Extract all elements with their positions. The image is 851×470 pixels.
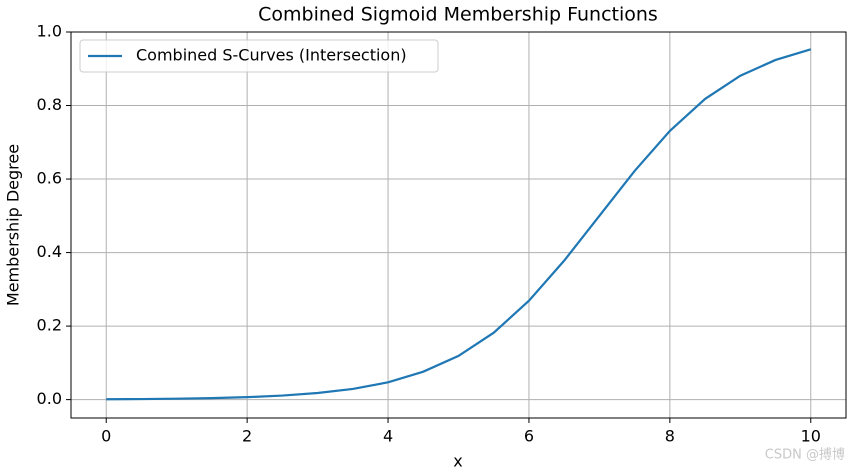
line-series xyxy=(106,48,812,401)
x-tick-label: 8 xyxy=(665,427,675,446)
legend-box xyxy=(79,39,439,73)
x-tick-label: 2 xyxy=(242,427,252,446)
watermark: CSDN @搏博 xyxy=(765,447,845,463)
y-axis-label: Membership Degree xyxy=(4,144,23,306)
x-tick-label: 10 xyxy=(801,427,821,446)
y-tick-label: 0.0 xyxy=(37,389,62,408)
x-tick-label: 0 xyxy=(101,427,111,446)
y-tick-label: 0.2 xyxy=(37,316,62,335)
legend: Combined S-Curves (Intersection) xyxy=(79,39,439,73)
chart-title: Combined Sigmoid Membership Functions xyxy=(258,4,658,26)
x-tick-label: 4 xyxy=(383,427,393,446)
legend-label: Combined S-Curves (Intersection) xyxy=(136,46,407,65)
y-tick-label: 1.0 xyxy=(37,22,62,41)
y-tick-label: 0.4 xyxy=(37,242,62,261)
x-axis-label: x xyxy=(453,452,462,470)
plot-frame xyxy=(70,31,847,419)
y-tick-label: 0.8 xyxy=(37,95,62,114)
x-tick-label: 6 xyxy=(524,427,534,446)
y-tick-label: 0.6 xyxy=(37,169,62,188)
